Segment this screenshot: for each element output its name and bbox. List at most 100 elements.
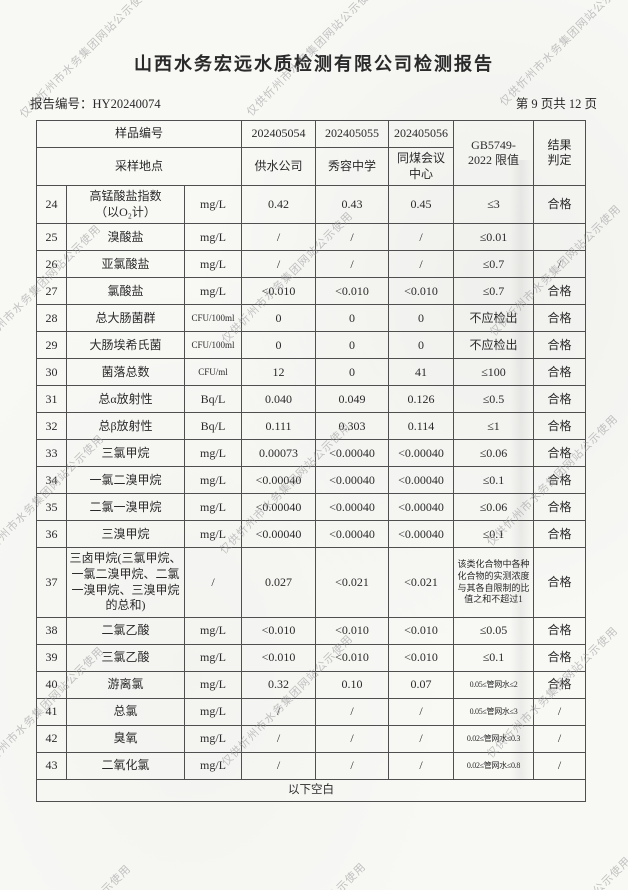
results-tbody: 24 高锰酸盐指数 （以O₂计） mg/L 0.42 0.43 0.45 ≤3 合格 25 溴酸盐… <box>36 185 586 780</box>
limit-value: 不应检出 <box>453 304 534 333</box>
parameter-name: 游离氯 <box>66 670 185 699</box>
row-number: 28 <box>36 304 67 333</box>
parameter-name: 总大肠菌群 <box>66 304 185 333</box>
limit-value: 0.02≤管网水≤0.8 <box>453 751 534 780</box>
value-sample-1: 0.42 <box>241 185 316 225</box>
limit-value: ≤0.7 <box>453 250 534 279</box>
table-row: 35 二氯一溴甲烷 mg/L <0.00040 <0.00040 <0.00040 ≤0.0… <box>36 493 586 522</box>
location-3: 同煤会议 中心 <box>388 146 454 187</box>
sample-id-label: 样品编号 <box>36 120 242 148</box>
report-number: 报告编号：HY20240074 <box>30 93 161 112</box>
parameter-name: 三卤甲烷(三氯甲烷、一氯二溴甲烷、二氯一溴甲烷、三溴甲烷的总和) <box>66 547 185 618</box>
unit: mg/L <box>184 520 242 549</box>
unit: mg/L <box>184 697 242 726</box>
parameter-name: 高锰酸盐指数 （以O₂计） <box>66 185 185 225</box>
limit-value: 0.02≤管网水≤0.3 <box>453 724 534 753</box>
parameter-name: 氯酸盐 <box>66 277 185 306</box>
results-table: 样品编号 202405054 202405055 202405056 GB574… <box>36 119 586 802</box>
result-judgment: 合格 <box>533 670 586 699</box>
limit-value: ≤1 <box>453 412 534 441</box>
value-sample-2: / <box>315 724 389 753</box>
unit: mg/L <box>184 223 242 252</box>
value-sample-1: 0.111 <box>241 412 316 441</box>
value-sample-1: / <box>241 223 316 252</box>
result-judgment: 合格 <box>533 547 586 618</box>
report-title: 山西水务宏远水质检测有限公司检测报告 <box>134 54 494 74</box>
table-row: 26 亚氯酸盐 mg/L / / / ≤0.7/ <box>36 250 586 279</box>
result-judgment: / <box>533 724 586 753</box>
limit-value: ≤0.1 <box>453 520 534 549</box>
location-1: 供水公司 <box>241 146 316 187</box>
table-row: 42 臭氧 mg/L / //0.02≤管网水≤0.3/ <box>36 724 586 753</box>
unit: CFU/100ml <box>184 331 242 360</box>
result-judgment: 合格 <box>533 331 586 360</box>
sample-id-1: 202405054 <box>241 120 316 148</box>
value-sample-3: 0.126 <box>388 385 454 414</box>
value-sample-3: 0.07 <box>388 670 454 699</box>
row-number: 27 <box>36 277 67 306</box>
limit-value: 0.05≤管网水≤3 <box>453 697 534 726</box>
row-number: 25 <box>36 223 67 252</box>
value-sample-3: 0.45 <box>388 185 454 225</box>
unit: Bq/L <box>184 412 242 441</box>
limit-value: 该类化合物中各种化合物的实测浓度与其各自限制的比值之和不超过1 <box>453 547 534 618</box>
value-sample-3: <0.010 <box>388 616 454 645</box>
result-judgment: 合格 <box>533 643 586 672</box>
value-sample-1: <0.010 <box>241 616 316 645</box>
limit-value: ≤0.01 <box>453 223 534 252</box>
limit-value: ≤0.1 <box>453 643 534 672</box>
value-sample-1: / <box>241 724 316 753</box>
value-sample-1: 0.027 <box>241 547 316 618</box>
value-sample-2: / <box>315 697 389 726</box>
unit: mg/L <box>184 643 242 672</box>
value-sample-1: 0 <box>241 331 316 360</box>
parameter-name: 二氯一溴甲烷 <box>66 493 185 522</box>
unit: mg/L <box>184 670 242 699</box>
limit-value: ≤0.06 <box>453 439 534 468</box>
unit: CFU/ml <box>184 358 242 387</box>
value-sample-3: <0.010 <box>388 643 454 672</box>
result-judgment: 合格 <box>533 277 586 306</box>
value-sample-3: <0.00040 <box>388 439 454 468</box>
table-row: 32 总β放射性 Bq/L 0.111 0.303 0.114 ≤1 合格 <box>36 412 586 441</box>
value-sample-1: 12 <box>241 358 316 387</box>
unit: mg/L <box>184 751 242 780</box>
limit-value: ≤100 <box>453 358 534 387</box>
table-row: 31 总α放射性 Bq/L 0.040 0.049 0.126 ≤0.5 合格 <box>36 385 586 414</box>
value-sample-2: / <box>315 751 389 780</box>
result-judgment: 合格 <box>533 520 586 549</box>
table-footer: 以下空白 <box>36 778 586 802</box>
value-sample-1: <0.00040 <box>241 520 316 549</box>
parameter-name: 三溴甲烷 <box>66 520 185 549</box>
row-number: 43 <box>36 751 67 780</box>
parameter-name: 总氯 <box>66 697 185 726</box>
row-number: 40 <box>36 670 67 699</box>
value-sample-3: / <box>388 751 454 780</box>
result-judgment: 合格 <box>533 358 586 387</box>
row-number: 33 <box>36 439 67 468</box>
watermark-text: 仅供忻州市水务集团网站公示使用 <box>0 861 134 890</box>
value-sample-3: <0.00040 <box>388 466 454 495</box>
row-number: 39 <box>36 643 67 672</box>
value-sample-2: <0.010 <box>315 616 389 645</box>
limit-value: ≤0.7 <box>453 277 534 306</box>
unit: mg/L <box>184 250 242 279</box>
result-judgment: 合格 <box>533 412 586 441</box>
limit-value: 不应检出 <box>453 331 534 360</box>
table-row: 34 一氯二溴甲烷 mg/L <0.00040 <0.00040 <0.00040 ≤0.1… <box>36 466 586 495</box>
value-sample-2: <0.00040 <box>315 439 389 468</box>
value-sample-1: <0.010 <box>241 277 316 306</box>
value-sample-3: <0.021 <box>388 547 454 618</box>
value-sample-3: <0.010 <box>388 277 454 306</box>
unit: mg/L <box>184 185 242 225</box>
parameter-name: 总β放射性 <box>66 412 185 441</box>
table-row: 24 高锰酸盐指数 （以O₂计） mg/L 0.42 0.43 0.45 ≤3 合格 <box>36 185 586 225</box>
table-row: 27 氯酸盐 mg/L <0.010 <0.010 <0.010 ≤0.7 合格 <box>36 277 586 306</box>
row-number: 41 <box>36 697 67 726</box>
value-sample-2: 0.43 <box>315 185 389 225</box>
unit: / <box>184 547 242 618</box>
table-row: 25 溴酸盐 mg/L / / / ≤0.01 <box>36 223 586 252</box>
row-number: 31 <box>36 385 67 414</box>
value-sample-1: 0.32 <box>241 670 316 699</box>
sample-id-2: 202405055 <box>315 120 389 148</box>
